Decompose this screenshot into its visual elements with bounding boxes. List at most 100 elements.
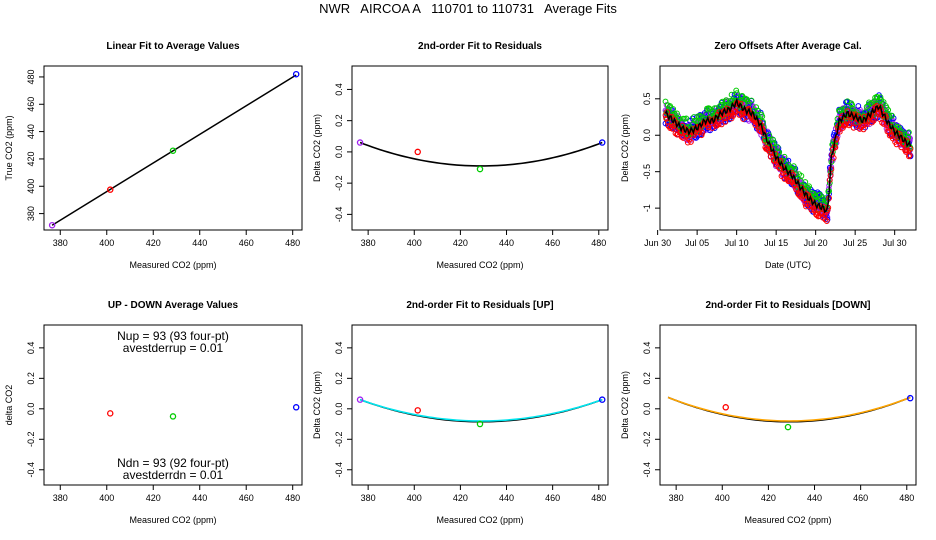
x-tick-label: 420 [453, 238, 468, 248]
series-point [676, 115, 683, 122]
series-point [693, 118, 700, 124]
x-axis-label: Date (UTC) [765, 260, 811, 270]
x-tick-label: 460 [239, 238, 254, 248]
panel-title: 2nd-order Fit to Residuals [UP] [406, 300, 553, 311]
x-tick-label: 380 [361, 493, 376, 503]
x-tick-label: 480 [285, 238, 300, 248]
y-axis-label: True CO2 (ppm) [4, 115, 14, 180]
series-point [906, 153, 912, 160]
series-point [849, 101, 855, 108]
x-tick-label: 480 [899, 493, 914, 503]
series-point [780, 157, 786, 164]
x-tick-label: 480 [591, 238, 606, 248]
x-tick-label: 440 [499, 238, 514, 248]
series-point [798, 173, 805, 179]
series-point [733, 87, 740, 94]
data-point [356, 139, 364, 146]
series-point [748, 97, 755, 104]
y-tick-label: 460 [26, 97, 36, 112]
x-tick-label: 400 [407, 238, 422, 248]
data-point [169, 147, 177, 154]
series-point [664, 119, 671, 125]
y-tick-label: -0.2 [26, 432, 36, 448]
y-tick-label: 420 [26, 151, 36, 166]
series-point [889, 112, 895, 119]
x-tick-label: 440 [192, 238, 207, 248]
data-point [722, 404, 729, 411]
series-point [728, 91, 735, 98]
series-point [705, 124, 712, 131]
x-tick-label: Jul 30 [883, 238, 907, 248]
annotation-ndn: Ndn = 93 (92 four-pt) [117, 456, 229, 470]
data-point [414, 407, 421, 414]
series-point [877, 94, 884, 101]
series-point [774, 144, 781, 150]
x-tick-label: 380 [53, 493, 68, 503]
series-point [822, 216, 829, 223]
series-point [802, 201, 809, 207]
x-axis-label: Measured CO2 (ppm) [436, 515, 523, 525]
x-tick-label: Jul 05 [685, 238, 709, 248]
series-point [775, 164, 782, 171]
plot-data [662, 87, 914, 225]
plot-frame [351, 324, 609, 486]
y-tick-label: 0.4 [334, 342, 344, 355]
series-point [828, 166, 835, 173]
plot-frame [43, 324, 303, 486]
series-point [832, 144, 839, 151]
series-point [896, 124, 902, 131]
series-point [863, 121, 870, 128]
series-point [754, 107, 761, 114]
x-tick-label: 420 [453, 493, 468, 503]
y-tick-label: -0.2 [642, 432, 652, 448]
x-tick-label: 420 [146, 493, 161, 503]
series-point [760, 119, 766, 125]
fit-curve-orange [667, 396, 911, 422]
series-point [874, 94, 881, 101]
data-point [169, 413, 177, 420]
series-point [823, 218, 830, 225]
panel-5: 2nd-order Fit to Residuals [UP] 380 400 420… [312, 300, 609, 525]
y-tick-label: 0.5 [642, 93, 652, 106]
x-tick-label: 420 [146, 238, 161, 248]
series-point [715, 121, 722, 128]
panel-4: UP - DOWN Average Values 380 400 420 440 460 4… [4, 300, 303, 525]
y-tick-label: -0.4 [642, 462, 652, 478]
series-point [873, 103, 880, 109]
data-point [292, 404, 300, 411]
x-tick-label: 460 [239, 493, 254, 503]
panel-2: 2nd-order Fit to Residuals 380 400 420 440 46… [312, 41, 609, 270]
series-point [760, 130, 767, 137]
series-point [785, 157, 792, 164]
y-tick-label: 0.2 [334, 372, 344, 385]
x-tick-label: 440 [192, 493, 207, 503]
y-tick-label: 0.0 [334, 146, 344, 159]
series-point [771, 144, 778, 151]
x-tick-label: 480 [591, 493, 606, 503]
x-tick-label: 420 [761, 493, 776, 503]
series-point [722, 119, 729, 125]
series-point [870, 117, 877, 124]
series-point [850, 105, 856, 112]
plot-data [106, 404, 300, 420]
series-point [743, 114, 750, 120]
panel-3: Zero Offsets After Average Cal. Jun 30 Jul… [620, 41, 917, 270]
data-point [48, 221, 56, 229]
plot-data [356, 396, 606, 428]
x-axis-label: Measured CO2 (ppm) [744, 515, 831, 525]
annotation-avestderrdn: avestderrdn = 0.01 [123, 468, 224, 482]
y-tick-label: -0.4 [26, 462, 36, 478]
series-point [734, 90, 740, 97]
series-point [906, 152, 913, 159]
data-point [598, 139, 606, 146]
plot-frame [659, 324, 917, 486]
series-point [781, 153, 788, 160]
x-tick-label: 440 [499, 493, 514, 503]
panel-6: 2nd-order Fit to Residuals [DOWN] 380 400 4… [620, 300, 917, 525]
series-point [850, 124, 857, 131]
x-tick-label: Jul 15 [764, 238, 788, 248]
series-point [869, 119, 875, 126]
x-tick-label: 460 [545, 238, 560, 248]
series-point [688, 139, 694, 145]
